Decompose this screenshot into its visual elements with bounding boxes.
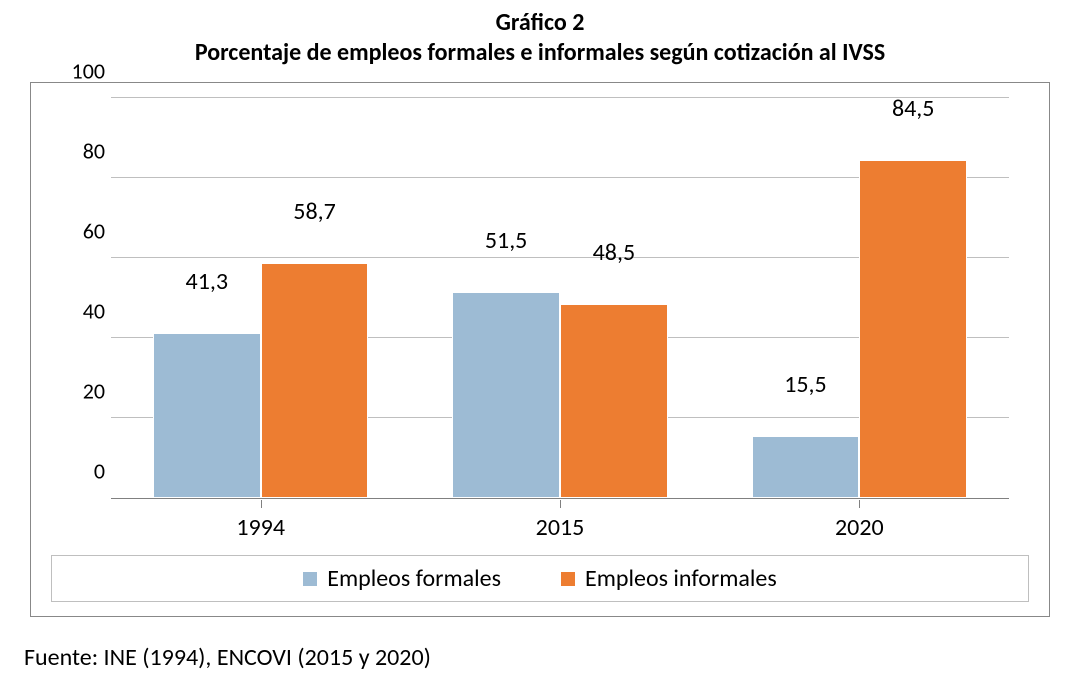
chart-frame: 020406080100199441,358,7201551,548,52020… [30, 82, 1050, 617]
chart-legend: Empleos formales Empleos informales [51, 555, 1029, 602]
legend-label: Empleos informales [585, 564, 777, 593]
y-tick-label: 20 [65, 378, 105, 405]
bar-value-label: 48,5 [593, 238, 635, 271]
bar-value-label: 84,5 [892, 94, 934, 127]
bar [153, 333, 261, 498]
y-tick-label: 0 [65, 458, 105, 485]
title-line-2: Porcentaje de empleos formales e informa… [20, 38, 1060, 68]
x-tick-label: 2020 [835, 513, 884, 542]
x-tick [261, 500, 262, 508]
bar [752, 436, 860, 498]
bar-value-label: 41,3 [186, 267, 228, 300]
y-tick-label: 60 [65, 218, 105, 245]
x-tick [560, 500, 561, 508]
chart-title: Gráfico 2 Porcentaje de empleos formales… [20, 8, 1060, 68]
x-tick [859, 500, 860, 508]
chart-source: Fuente: INE (1994), ENCOVI (2015 y 2020) [24, 643, 1060, 672]
bar [261, 263, 369, 498]
y-tick-label: 100 [65, 58, 105, 85]
legend-swatch [303, 572, 317, 586]
bar-value-label: 51,5 [485, 226, 527, 259]
title-line-1: Gráfico 2 [20, 8, 1060, 38]
bar [560, 304, 668, 498]
y-tick-label: 40 [65, 298, 105, 325]
gridline [111, 97, 1009, 98]
legend-swatch [561, 572, 575, 586]
bar [452, 292, 560, 498]
bar-value-label: 58,7 [293, 197, 335, 230]
bar-value-label: 15,5 [784, 370, 826, 403]
legend-label: Empleos formales [327, 564, 501, 593]
chart-plot-area: 020406080100199441,358,7201551,548,52020… [111, 99, 1009, 499]
legend-item: Empleos informales [561, 564, 777, 593]
x-tick-label: 1994 [236, 513, 285, 542]
x-tick-label: 2015 [536, 513, 585, 542]
legend-item: Empleos formales [303, 564, 501, 593]
y-tick-label: 80 [65, 138, 105, 165]
bar [859, 160, 967, 498]
